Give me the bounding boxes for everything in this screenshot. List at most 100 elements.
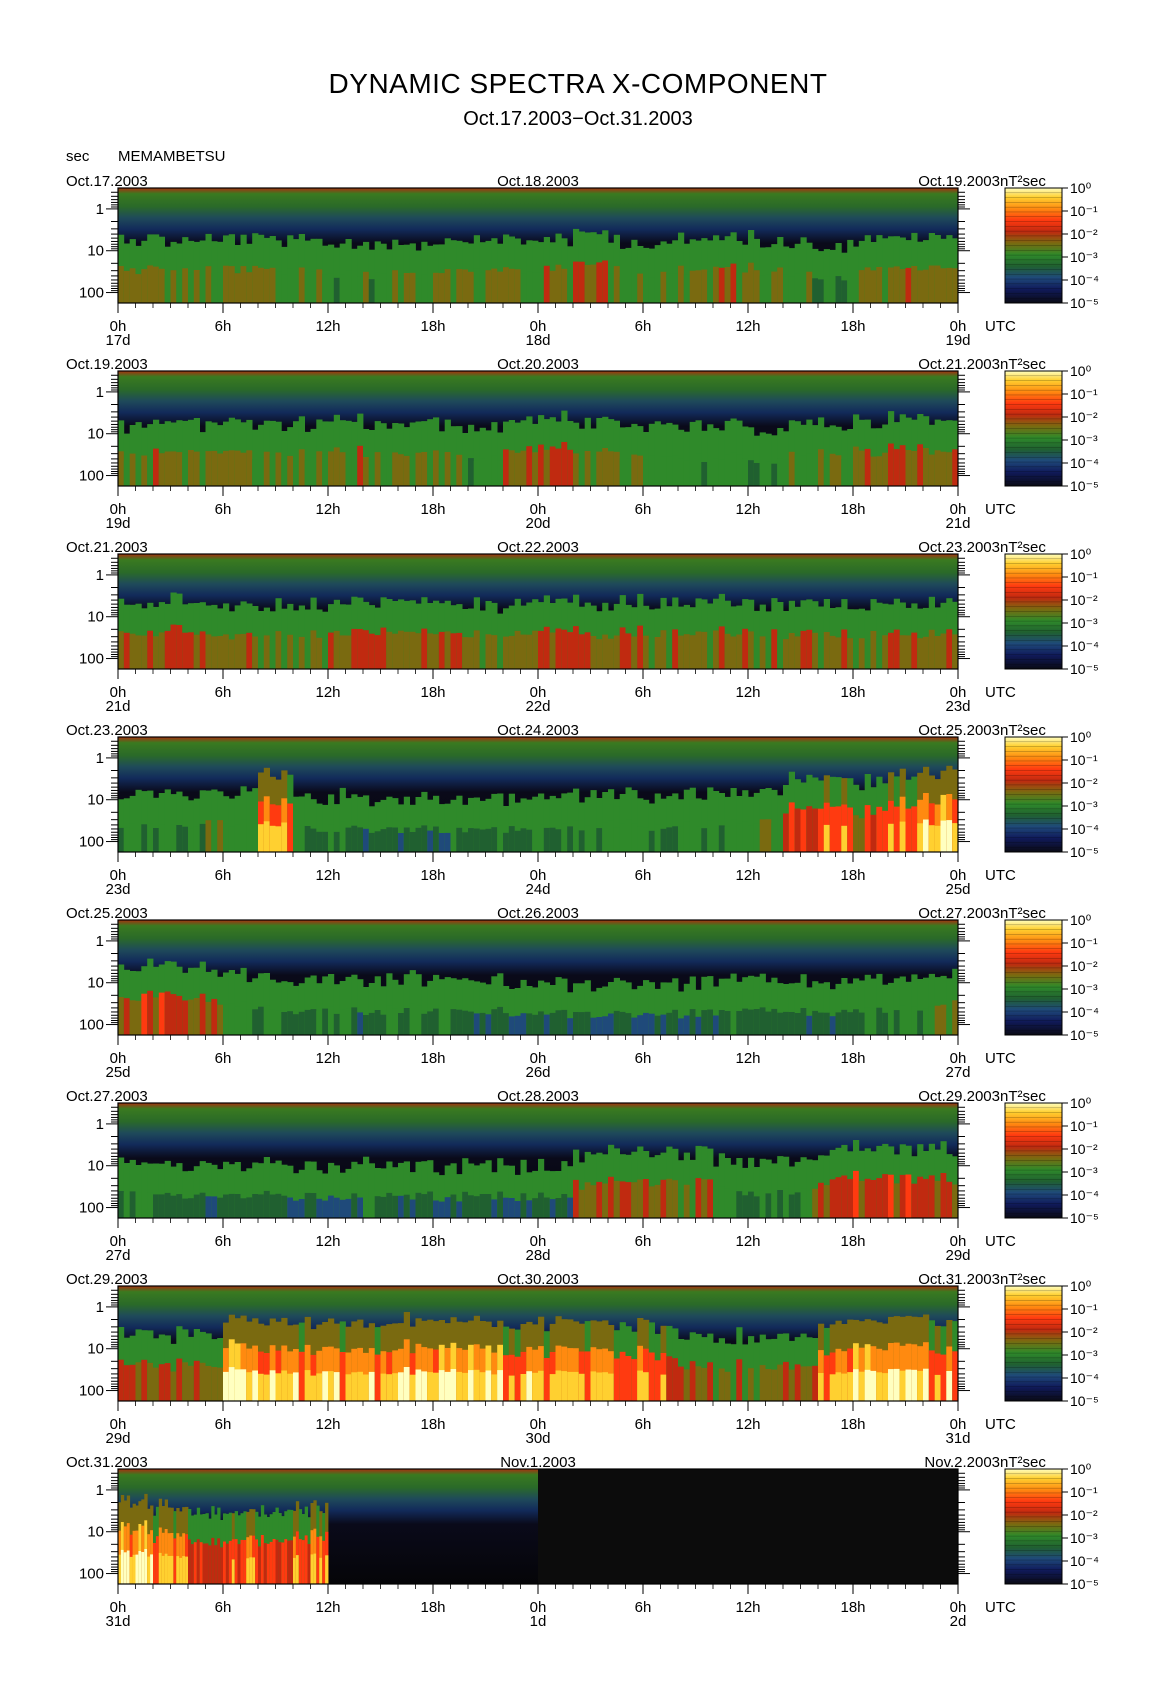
- spectrum-column: [818, 983, 825, 1035]
- spectrum-column-core: [403, 455, 410, 486]
- spectrum-column-core: [608, 1176, 615, 1218]
- spectrum-column-core: [438, 833, 445, 852]
- spectrum-column-core: [380, 273, 387, 303]
- spectrum-column-core: [520, 634, 527, 669]
- spectrum-column-core: [415, 1192, 422, 1218]
- spectrum-column-core: [433, 1008, 440, 1035]
- spectrum-column-peak: [882, 1373, 889, 1401]
- spectrum-column-core: [298, 267, 305, 303]
- spectrum-column-core: [678, 826, 685, 852]
- spectrum-column: [223, 972, 230, 1035]
- spectrum-column-core: [444, 631, 451, 669]
- spectrum-column-core: [596, 451, 603, 486]
- spectrum-column: [736, 241, 743, 303]
- spectrum-column-core: [771, 271, 778, 303]
- spectrum-column: [328, 244, 335, 303]
- spectrum-column: [625, 247, 632, 303]
- spectrum-column-core: [328, 1195, 335, 1218]
- spectrum-column-core: [409, 454, 416, 486]
- spectrum-column-core: [290, 1540, 294, 1584]
- spectrum-column-core: [689, 635, 696, 669]
- spectrum-column: [164, 789, 171, 852]
- spectrum-column-core: [188, 632, 195, 669]
- spectrum-column-core: [911, 266, 918, 303]
- y-tick-label: 100: [79, 1200, 104, 1217]
- spectrum-column-core: [666, 456, 673, 486]
- spectrum-column-core: [223, 1194, 230, 1218]
- spectrum-column-core: [479, 458, 486, 486]
- spectrum-column-peak: [398, 1372, 405, 1401]
- spectrum-column: [310, 1161, 317, 1218]
- spectrum-column: [788, 983, 795, 1035]
- spectrum-column-core: [759, 1365, 766, 1401]
- spectrum-column: [631, 239, 638, 303]
- spectrum-column: [322, 804, 329, 852]
- spectrum-column-core: [351, 1193, 358, 1218]
- spectrum-column-core: [730, 263, 737, 303]
- spectrum-column-core: [555, 1010, 562, 1035]
- spectrum-column: [234, 1162, 241, 1218]
- y-tick-label: 10: [87, 1158, 104, 1175]
- spectrum-column-core: [788, 451, 795, 486]
- spectrum-column: [275, 982, 282, 1035]
- spectrum-column-core: [392, 1008, 399, 1035]
- spectrum-column-core: [619, 1181, 626, 1218]
- spectrum-column: [304, 609, 311, 669]
- spectrum-column-core: [532, 452, 539, 486]
- spectrum-column: [771, 435, 778, 486]
- spectrum-column: [228, 798, 235, 852]
- spectrum-column: [800, 974, 807, 1035]
- spectrum-column-core: [403, 631, 410, 669]
- spectrum-column-core: [573, 1012, 580, 1035]
- spectrum-column-core: [742, 1372, 749, 1401]
- spectrum-column: [316, 983, 323, 1035]
- spectrum-column-core: [293, 640, 300, 669]
- spectrum-column: [409, 422, 416, 486]
- spectrum-column-core: [287, 803, 294, 852]
- spectrum-column-core: [678, 265, 685, 303]
- spectrum-column-peak: [438, 1370, 445, 1401]
- spectrum-column-core: [164, 1363, 171, 1401]
- spectrum-column-core: [841, 629, 848, 669]
- spectrum-column-core: [853, 275, 860, 303]
- spectrum-column: [777, 428, 784, 486]
- colorbar-tick-label: 10⁻⁴: [1070, 638, 1099, 654]
- spectrum-column: [742, 426, 749, 486]
- spectrum-column-core: [339, 274, 346, 303]
- spectrum-column-core: [765, 1193, 772, 1218]
- spectrum-column-core: [153, 1194, 160, 1218]
- spectrum-column-core: [281, 1542, 285, 1584]
- spectrum-column-core: [689, 1188, 696, 1218]
- spectrum-column: [281, 981, 288, 1035]
- x-tick-label: 6h: [215, 1050, 232, 1067]
- spectrum-column-peak: [917, 1370, 924, 1401]
- spectrum-column: [596, 987, 603, 1035]
- spectrum-column-core: [888, 443, 895, 486]
- spectrum-column: [450, 978, 457, 1035]
- spectrum-column: [368, 249, 375, 303]
- spectrum-column: [403, 974, 410, 1035]
- x-tick-label: 12h: [315, 1233, 340, 1250]
- spectrum-column-core: [765, 1369, 772, 1401]
- spectrum-column-core: [596, 262, 603, 303]
- spectrum-column-core: [590, 821, 597, 852]
- spectrum-column-core: [293, 1014, 300, 1035]
- chart-title: DYNAMIC SPECTRA X-COMPONENT: [328, 68, 828, 99]
- spectrum-column-core: [193, 1542, 198, 1584]
- spectrum-column-core: [368, 459, 375, 486]
- spectrum-column-core: [147, 990, 154, 1035]
- spectrum-column: [707, 787, 714, 852]
- spectrum-column-core: [864, 1178, 871, 1218]
- spectrum-column-core: [380, 1014, 387, 1035]
- spectrum-column-core: [864, 639, 871, 669]
- spectrum-column-core: [759, 636, 766, 669]
- spectrum-column-core: [602, 822, 609, 852]
- spectrum-column-core: [759, 1190, 766, 1218]
- spectrum-column-core: [573, 820, 580, 852]
- spectrum-column-core: [339, 1199, 346, 1218]
- spectrum-column: [654, 793, 661, 852]
- colorbar-tick-label: 10⁰: [1070, 729, 1092, 745]
- spectrum-column-core: [357, 1197, 364, 1218]
- spectrum-column: [648, 609, 655, 669]
- colorbar-tick-label: 10⁻²: [1070, 775, 1098, 791]
